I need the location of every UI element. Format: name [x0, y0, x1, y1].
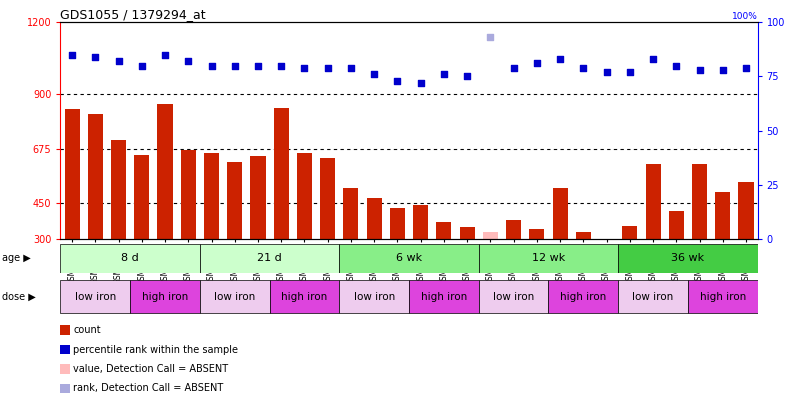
- Bar: [339, 244, 479, 273]
- Bar: [479, 280, 548, 313]
- Text: rank, Detection Call = ABSENT: rank, Detection Call = ABSENT: [73, 384, 223, 393]
- Text: 6 wk: 6 wk: [396, 253, 422, 263]
- Bar: [459, 227, 475, 239]
- Point: [298, 64, 311, 71]
- Point: [507, 64, 520, 71]
- Bar: [64, 109, 80, 239]
- Point: [368, 71, 380, 77]
- Bar: [692, 164, 707, 239]
- Text: age ▶: age ▶: [2, 253, 31, 263]
- Bar: [60, 244, 200, 273]
- Text: low iron: low iron: [75, 292, 116, 302]
- Text: low iron: low iron: [214, 292, 256, 302]
- Bar: [390, 208, 405, 239]
- Point: [484, 34, 496, 40]
- Text: dose ▶: dose ▶: [2, 292, 36, 302]
- Point: [182, 58, 195, 64]
- Bar: [60, 280, 130, 313]
- Text: low iron: low iron: [354, 292, 395, 302]
- Bar: [646, 164, 661, 239]
- Bar: [669, 211, 683, 239]
- Bar: [413, 205, 428, 239]
- Text: 36 wk: 36 wk: [671, 253, 704, 263]
- Point: [112, 58, 125, 64]
- Bar: [181, 150, 196, 239]
- Point: [414, 80, 427, 86]
- Point: [600, 69, 613, 75]
- Point: [135, 62, 148, 69]
- Point: [391, 77, 404, 84]
- Point: [461, 73, 474, 80]
- Point: [577, 64, 590, 71]
- Bar: [436, 222, 451, 239]
- Bar: [530, 229, 544, 239]
- Point: [623, 69, 636, 75]
- Bar: [553, 188, 567, 239]
- Point: [670, 62, 683, 69]
- Bar: [274, 108, 289, 239]
- Bar: [738, 182, 754, 239]
- Text: 8 d: 8 d: [121, 253, 139, 263]
- Point: [275, 62, 288, 69]
- Text: low iron: low iron: [633, 292, 674, 302]
- Bar: [320, 158, 335, 239]
- Bar: [483, 232, 498, 239]
- Text: low iron: low iron: [493, 292, 534, 302]
- Point: [693, 67, 706, 73]
- Bar: [130, 280, 200, 313]
- Text: value, Detection Call = ABSENT: value, Detection Call = ABSENT: [73, 364, 228, 374]
- Bar: [200, 244, 339, 273]
- Bar: [339, 280, 409, 313]
- Bar: [688, 280, 758, 313]
- Bar: [575, 232, 591, 239]
- Bar: [269, 280, 339, 313]
- Bar: [479, 244, 618, 273]
- Bar: [343, 188, 359, 239]
- Point: [717, 67, 729, 73]
- Point: [89, 54, 102, 60]
- Point: [65, 51, 78, 58]
- Text: percentile rank within the sample: percentile rank within the sample: [73, 345, 239, 354]
- Bar: [135, 155, 149, 239]
- Bar: [111, 140, 126, 239]
- Bar: [367, 198, 382, 239]
- Bar: [622, 226, 638, 239]
- Bar: [548, 280, 618, 313]
- Point: [530, 60, 543, 67]
- Point: [228, 62, 241, 69]
- Point: [740, 64, 753, 71]
- Point: [205, 62, 218, 69]
- Text: 12 wk: 12 wk: [532, 253, 565, 263]
- Point: [554, 56, 567, 62]
- Text: high iron: high iron: [560, 292, 606, 302]
- Point: [322, 64, 334, 71]
- Bar: [227, 162, 243, 239]
- Bar: [618, 244, 758, 273]
- Point: [646, 56, 659, 62]
- Bar: [251, 156, 265, 239]
- Point: [438, 71, 451, 77]
- Point: [159, 51, 172, 58]
- Bar: [204, 153, 219, 239]
- Point: [251, 62, 264, 69]
- Text: count: count: [73, 325, 101, 335]
- Bar: [409, 280, 479, 313]
- Text: high iron: high iron: [421, 292, 467, 302]
- Bar: [297, 153, 312, 239]
- Bar: [715, 192, 730, 239]
- Point: [344, 64, 357, 71]
- Bar: [618, 280, 688, 313]
- Bar: [200, 280, 269, 313]
- Bar: [157, 104, 172, 239]
- Text: GDS1055 / 1379294_at: GDS1055 / 1379294_at: [60, 8, 206, 21]
- Text: 100%: 100%: [732, 12, 758, 21]
- Bar: [506, 220, 521, 239]
- Text: 21 d: 21 d: [257, 253, 282, 263]
- Text: high iron: high iron: [281, 292, 327, 302]
- Text: high iron: high iron: [700, 292, 746, 302]
- Bar: [88, 114, 103, 239]
- Text: high iron: high iron: [142, 292, 188, 302]
